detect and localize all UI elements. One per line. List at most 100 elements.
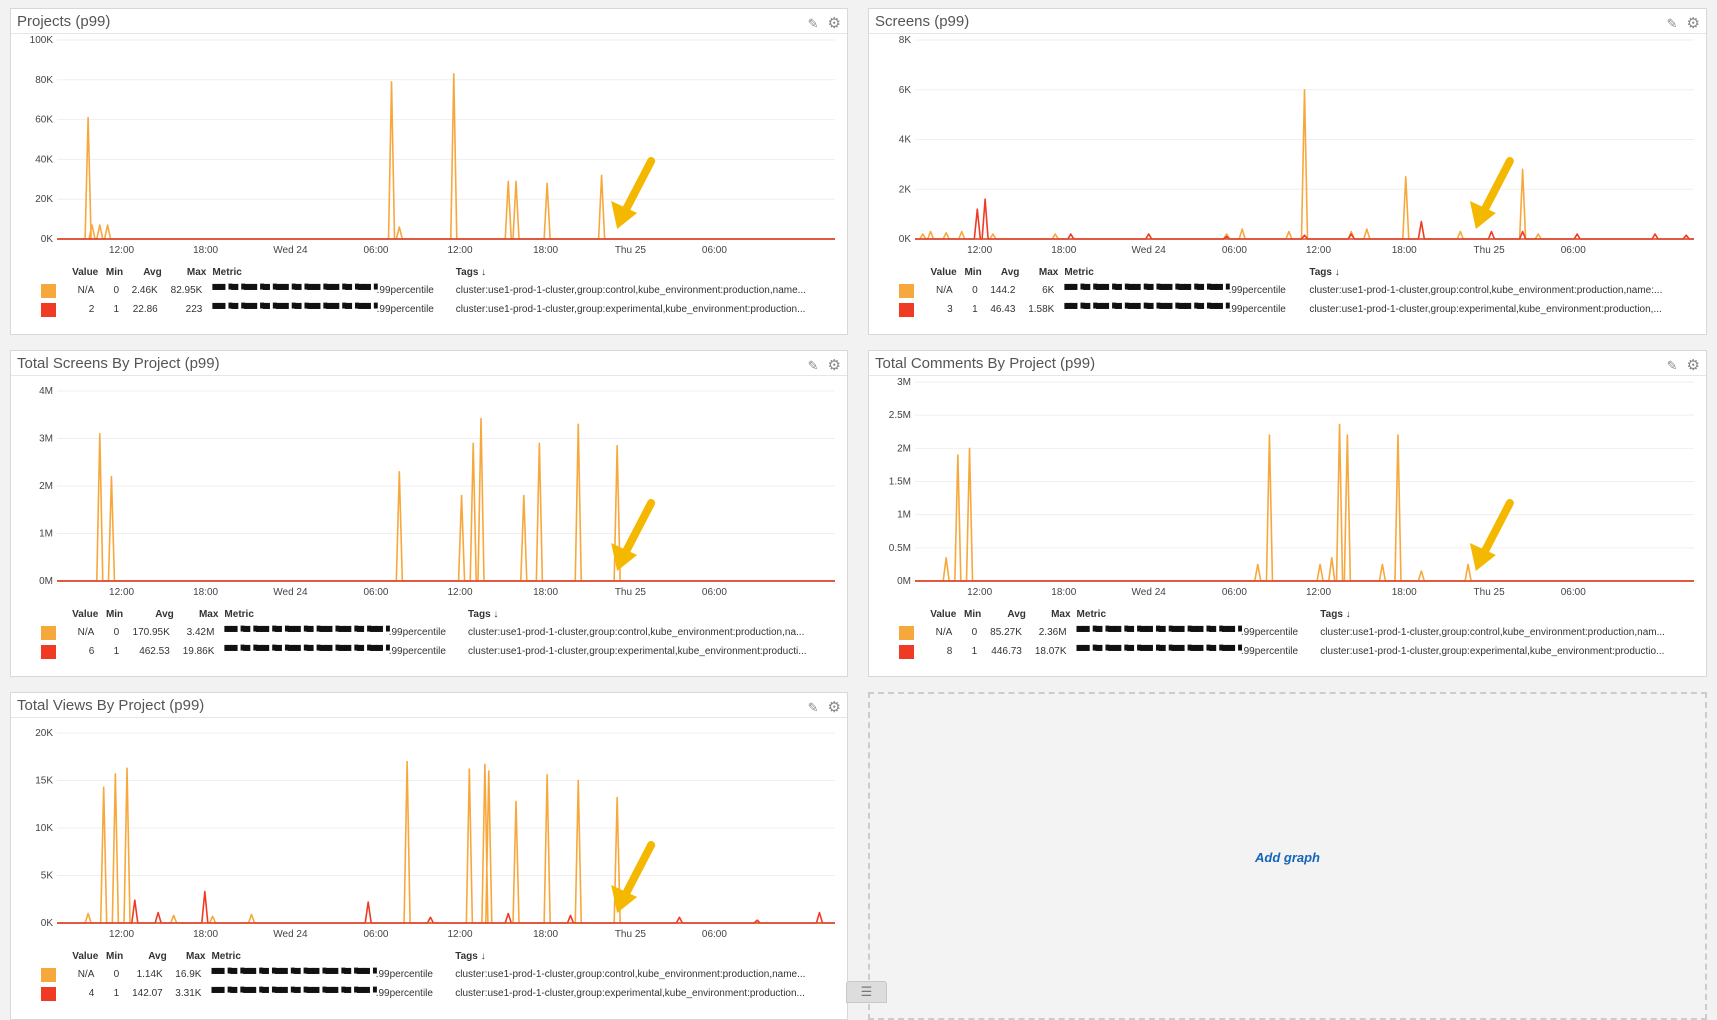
panel-tools: ✎ ⚙ (799, 698, 841, 717)
panel-projects: Projects (p99) ✎ ⚙ 100K 80K 60K 40K 20K 0K 12:00 1… (10, 8, 848, 335)
legend-avg: 446.73 (991, 646, 1022, 657)
legend-avg: 2.46K (131, 285, 158, 296)
legend-header-swatch (41, 606, 70, 623)
legend-swatch-cell (41, 965, 70, 984)
legend-row[interactable]: 3 1 46.43 1.58K ▀▀▝▀▝▀▀▝▀▝▀▀▝▀▝▀▀▝▀▀▝▀▝▀▀▝.9… (899, 300, 1696, 319)
series-color-swatch[interactable] (41, 644, 56, 659)
legend-value: 4 (88, 988, 95, 999)
x-tick-label: 12:00 (109, 587, 134, 598)
edit-pencil-icon[interactable]: ✎ (807, 16, 819, 31)
gear-icon[interactable]: ⚙ (827, 357, 841, 374)
legend-row[interactable]: N/A 0 2.46K 82.95K ▀▀▝▀▝▀▀▝▀▝▀▀▝▀▝▀▀▝▀▀▝▀▝▀▀… (41, 281, 837, 300)
legend-avg: 170.95K (132, 627, 170, 638)
legend-header-value: Value (930, 609, 957, 620)
gear-icon[interactable]: ⚙ (827, 699, 841, 716)
legend-row[interactable]: N/A 0 1.14K 16.9K ▀▀▝▀▝▀▀▝▀▝▀▀▝▀▝▀▀▝▀▀▝▀▝▀▀▝… (41, 965, 837, 984)
panel-screens: Screens (p99) ✎ ⚙ 8K 6K 4K 2K 0K 12:00 18:00 Wed 2… (868, 8, 1707, 335)
legend-header-tags[interactable]: Tags ↓ (455, 267, 487, 278)
series-color-swatch[interactable] (899, 302, 914, 317)
x-tick-label: 12:00 (109, 245, 134, 256)
y-tick-label: 8K (899, 35, 912, 46)
legend-min: 1 (972, 304, 978, 315)
legend-value: 3 (947, 304, 953, 315)
x-tick-label: 18:00 (193, 245, 218, 256)
redacted-metric-name: ▀▀▝▀▝▀▀▝▀▝▀▀▝▀▝▀▀▝▀▀▝▀▝▀▀▝ (1076, 645, 1242, 657)
gear-icon[interactable]: ⚙ (1686, 357, 1700, 374)
panel-title: Total Screens By Project (p99) (17, 355, 220, 372)
legend-row[interactable]: 6 1 462.53 19.86K ▀▀▝▀▝▀▀▝▀▝▀▀▝▀▝▀▀▝▀▀▝▀▝▀▀▝… (41, 642, 837, 661)
legend-header-tags[interactable]: Tags ↓ (1320, 609, 1351, 620)
legend-row[interactable]: N/A 0 85.27K 2.36M ▀▀▝▀▝▀▀▝▀▝▀▀▝▀▝▀▀▝▀▀▝▀▝▀▀… (899, 623, 1696, 642)
legend-header-tags[interactable]: Tags ↓ (455, 951, 486, 962)
add-graph-placeholder[interactable]: Add graph (868, 692, 1707, 1020)
legend-value: N/A (935, 627, 953, 638)
series-line (57, 890, 835, 924)
y-tick-label: 2K (899, 184, 912, 195)
gear-icon[interactable]: ⚙ (1686, 15, 1700, 32)
y-tick-label: 1M (39, 529, 53, 540)
panel-title: Screens (p99) (875, 13, 970, 30)
x-tick-label: 06:00 (1222, 245, 1247, 256)
legend-max: 19.86K (182, 646, 215, 657)
legend-min: 0 (113, 285, 120, 296)
legend-row[interactable]: 2 1 22.86 223 ▀▀▝▀▝▀▀▝▀▝▀▀▝▀▝▀▀▝▀▀▝▀▝▀▀▝.99p… (41, 300, 837, 319)
legend-header-max: Max (1051, 609, 1071, 620)
x-tick-label: 12:00 (447, 929, 472, 940)
gear-icon[interactable]: ⚙ (827, 15, 841, 32)
line-chart: 100K 80K 60K 40K 20K 0K 12:00 18:00 Wed 24 06:00 1… (30, 35, 835, 256)
x-tick-label: Thu 25 (615, 245, 647, 256)
redacted-metric-name: ▀▀▝▀▝▀▀▝▀▝▀▀▝▀▝▀▀▝▀▀▝▀▝▀▀▝ (1064, 284, 1229, 296)
legend-row[interactable]: N/A 0 170.95K 3.42M ▀▀▝▀▝▀▀▝▀▝▀▀▝▀▝▀▀▝▀▀▝▀▝▀… (41, 623, 837, 642)
x-tick-label: Wed 24 (273, 929, 308, 940)
series-color-swatch[interactable] (41, 967, 56, 982)
legend-max: 3.31K (175, 988, 202, 999)
x-tick-label: Wed 24 (1132, 245, 1167, 256)
y-tick-label: 60K (35, 115, 53, 126)
series-color-swatch[interactable] (899, 644, 914, 659)
y-tick-label: 20K (35, 194, 53, 205)
x-tick-label: Wed 24 (1132, 587, 1167, 598)
legend-header-swatch (41, 948, 70, 965)
legend-header-tags[interactable]: Tags ↓ (468, 609, 499, 620)
series-color-swatch[interactable] (41, 302, 56, 317)
legend-header-avg: Avg (155, 609, 174, 620)
legend-max: 3.42M (186, 627, 215, 638)
legend-value: N/A (77, 627, 95, 638)
series-color-swatch[interactable] (899, 283, 914, 298)
redacted-metric-name: ▀▀▝▀▝▀▀▝▀▝▀▀▝▀▝▀▀▝▀▀▝▀▝▀▀▝ (212, 303, 377, 315)
legend-row[interactable]: 8 1 446.73 18.07K ▀▀▝▀▝▀▀▝▀▝▀▀▝▀▝▀▀▝▀▀▝▀▝▀▀▝… (899, 642, 1696, 661)
edit-pencil-icon[interactable]: ✎ (807, 700, 819, 715)
legend-header-min: Min (106, 951, 124, 962)
legend-header-tags[interactable]: Tags ↓ (1309, 267, 1340, 278)
y-tick-label: 1M (897, 510, 911, 521)
x-tick-label: 06:00 (702, 587, 727, 598)
series-color-swatch[interactable] (899, 625, 914, 640)
legend-table: Value Min Avg Max Metric Tags ↓ N/A 0 2.46K 82.95… (41, 264, 837, 319)
legend-header-metric: Metric (211, 951, 241, 962)
series-color-swatch[interactable] (41, 625, 56, 640)
legend-tags: cluster:use1-prod-1-cluster,group:experi… (1320, 646, 1665, 657)
legend-row[interactable]: 4 1 142.07 3.31K ▀▀▝▀▝▀▀▝▀▝▀▀▝▀▝▀▀▝▀▀▝▀▝▀▀▝.… (41, 984, 837, 1003)
panel-total-screens: Total Screens By Project (p99) ✎ ⚙ 4M 3M 2M 1M… (10, 350, 848, 677)
legend-avg: 142.07 (132, 988, 163, 999)
y-tick-label: 2M (39, 481, 53, 492)
series-color-swatch[interactable] (41, 283, 56, 298)
series-color-swatch[interactable] (41, 986, 56, 1001)
redacted-metric-name: ▀▀▝▀▝▀▀▝▀▝▀▀▝▀▝▀▀▝▀▀▝▀▝▀▀▝ (1076, 626, 1242, 638)
x-tick-label: 12:00 (1306, 587, 1331, 598)
edit-pencil-icon[interactable]: ✎ (807, 358, 819, 373)
metric-suffix: .99percentile (376, 304, 434, 316)
y-tick-label: 0.5M (889, 543, 911, 554)
edit-pencil-icon[interactable]: ✎ (1666, 16, 1678, 31)
legend-row[interactable]: N/A 0 144.2 6K ▀▀▝▀▝▀▀▝▀▝▀▀▝▀▝▀▀▝▀▀▝▀▝▀▀▝.99… (899, 281, 1696, 300)
y-tick-label: 80K (35, 75, 53, 86)
add-graph-link[interactable]: Add graph (1255, 849, 1320, 865)
legend-header-row: Value Min Avg Max Metric Tags ↓ (41, 948, 837, 965)
title-divider (11, 717, 847, 718)
redacted-metric-name: ▀▀▝▀▝▀▀▝▀▝▀▀▝▀▝▀▀▝▀▀▝▀▝▀▀▝ (211, 968, 376, 980)
list-view-icon[interactable]: ☰ (846, 981, 887, 1003)
x-tick-label: 18:00 (533, 587, 558, 598)
legend-max: 82.95K (170, 285, 203, 296)
legend-avg: 22.86 (132, 304, 158, 315)
edit-pencil-icon[interactable]: ✎ (1666, 358, 1678, 373)
